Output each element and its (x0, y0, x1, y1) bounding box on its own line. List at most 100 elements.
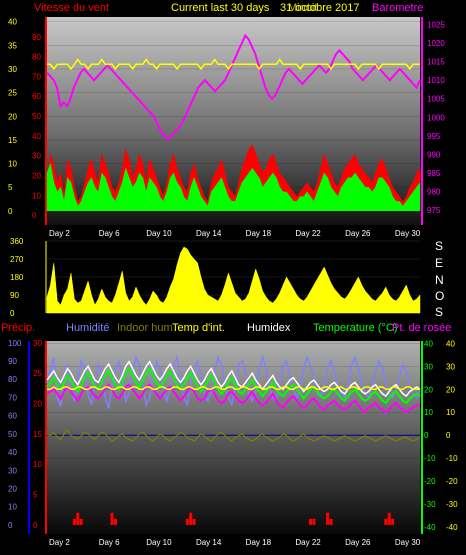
y-tick-label: -20 (446, 477, 458, 486)
y-tick-label: 90 (8, 357, 17, 366)
y-tick-label: 10 (446, 408, 455, 417)
y-tick-label: 30 (8, 65, 17, 74)
precip-bar (308, 518, 312, 525)
x-tick-label: Day 6 (99, 229, 120, 238)
y-tick-label: 20 (8, 484, 17, 493)
precip-bar (391, 518, 395, 525)
y-tick-label: 5 (33, 491, 38, 500)
y-tick-label: -40 (424, 523, 436, 532)
date-label: 31 octobre 2017 (280, 2, 360, 14)
x-tick-label: Day 30 (395, 229, 421, 238)
y-tick-label: 20 (424, 385, 433, 394)
y-tick-label: 20 (446, 385, 455, 394)
series-indoor-temp (47, 386, 420, 391)
y-tick-label: 100 (8, 339, 22, 348)
y-tick-label: 15 (8, 136, 17, 145)
x-tick-label: Day 26 (345, 229, 371, 238)
series-baro (46, 33, 421, 142)
y-tick-label: 5 (8, 183, 13, 192)
compass-label: O (435, 289, 444, 303)
y-tick-label: 0 (8, 207, 13, 216)
y-tick-label: 20 (32, 171, 41, 180)
series-temperature (46, 366, 421, 405)
legend-indoor-hum: Indoor hum (117, 322, 173, 334)
y-tick-label: 90 (32, 33, 41, 42)
precip-bar (76, 512, 80, 525)
legend-dewpoint: Pt. de rosée (392, 322, 451, 334)
x-tick-label: Day 10 (146, 229, 172, 238)
y-tick-label: 40 (8, 448, 17, 457)
y-tick-label: 990 (427, 150, 441, 159)
y-tick-label: 30 (424, 362, 433, 371)
y-tick-label: 70 (8, 393, 17, 402)
period-label: Current last 30 days (171, 2, 270, 14)
y-tick-label: 1025 (427, 20, 445, 29)
y-tick-label: -30 (424, 500, 436, 509)
y-tick-label: 40 (424, 339, 433, 348)
compass-label: N (435, 273, 444, 287)
precip-bar (192, 518, 196, 525)
wind-chart: 0510152025303540010203040506070809097598… (8, 17, 445, 238)
x-tick-label: Day 22 (295, 538, 321, 547)
y-tick-label: 30 (33, 339, 42, 348)
y-tick-label: 0 (424, 431, 429, 440)
x-tick-label: Day 6 (99, 538, 120, 547)
y-tick-label: 25 (8, 89, 17, 98)
y-tick-label: 1015 (427, 58, 445, 67)
legend-indoor-temp: Temp d'int. (172, 322, 225, 334)
y-tick-label: 50 (8, 430, 17, 439)
y-tick-label: 975 (427, 206, 441, 215)
y-tick-label: 10 (8, 503, 17, 512)
y-tick-label: 40 (446, 339, 455, 348)
time-label: Minuit (288, 2, 317, 14)
precip-bar (384, 518, 388, 525)
baro-title: Barometre (372, 2, 423, 14)
legend-humidity: Humidité (66, 322, 109, 334)
series-direction (46, 246, 421, 314)
series-indoor-hum (46, 429, 421, 442)
y-tick-label: 30 (446, 362, 455, 371)
y-tick-label: 20 (8, 112, 17, 121)
y-tick-label: 40 (32, 132, 41, 141)
y-tick-label: 90 (10, 291, 19, 300)
series-gust (46, 162, 421, 212)
legend-precip: Précip. (1, 322, 35, 334)
y-tick-label: 1010 (427, 76, 445, 85)
precip-bar (110, 512, 114, 525)
y-tick-label: 10 (424, 408, 433, 417)
series-humidity (46, 354, 421, 409)
compass-label: S (435, 239, 443, 253)
precip-bar (72, 518, 76, 525)
x-tick-label: Day 2 (49, 538, 70, 547)
compass-label: E (435, 256, 443, 270)
series-humidex (46, 360, 421, 398)
x-tick-label: Day 26 (345, 538, 371, 547)
series-dewpoint (46, 383, 420, 414)
x-tick-label: Day 2 (49, 229, 70, 238)
y-tick-label: 1005 (427, 95, 445, 104)
x-tick-label: Day 30 (395, 538, 421, 547)
y-tick-label: 10 (8, 160, 17, 169)
y-tick-label: 10 (32, 191, 41, 200)
precip-bar (312, 518, 316, 525)
x-tick-label: Day 22 (295, 229, 321, 238)
compass-label: S (435, 305, 443, 319)
y-tick-label: 995 (427, 132, 441, 141)
y-tick-label: 50 (32, 112, 41, 121)
y-tick-label: -20 (424, 477, 436, 486)
y-tick-label: 25 (33, 369, 42, 378)
wind-title: Vitesse du vent (34, 2, 109, 14)
y-tick-label: 180 (10, 273, 24, 282)
y-tick-label: 0 (33, 521, 38, 530)
y-tick-label: 20 (33, 400, 42, 409)
series-avg (47, 58, 420, 71)
precip-bar (326, 512, 330, 525)
legend-humidex: Humidex (247, 322, 291, 334)
y-tick-label: -30 (446, 500, 458, 509)
y-tick-label: 30 (32, 152, 41, 161)
y-tick-label: 70 (32, 72, 41, 81)
y-tick-label: 30 (8, 466, 17, 475)
precip-bar (185, 518, 189, 525)
y-tick-label: -10 (446, 454, 458, 463)
